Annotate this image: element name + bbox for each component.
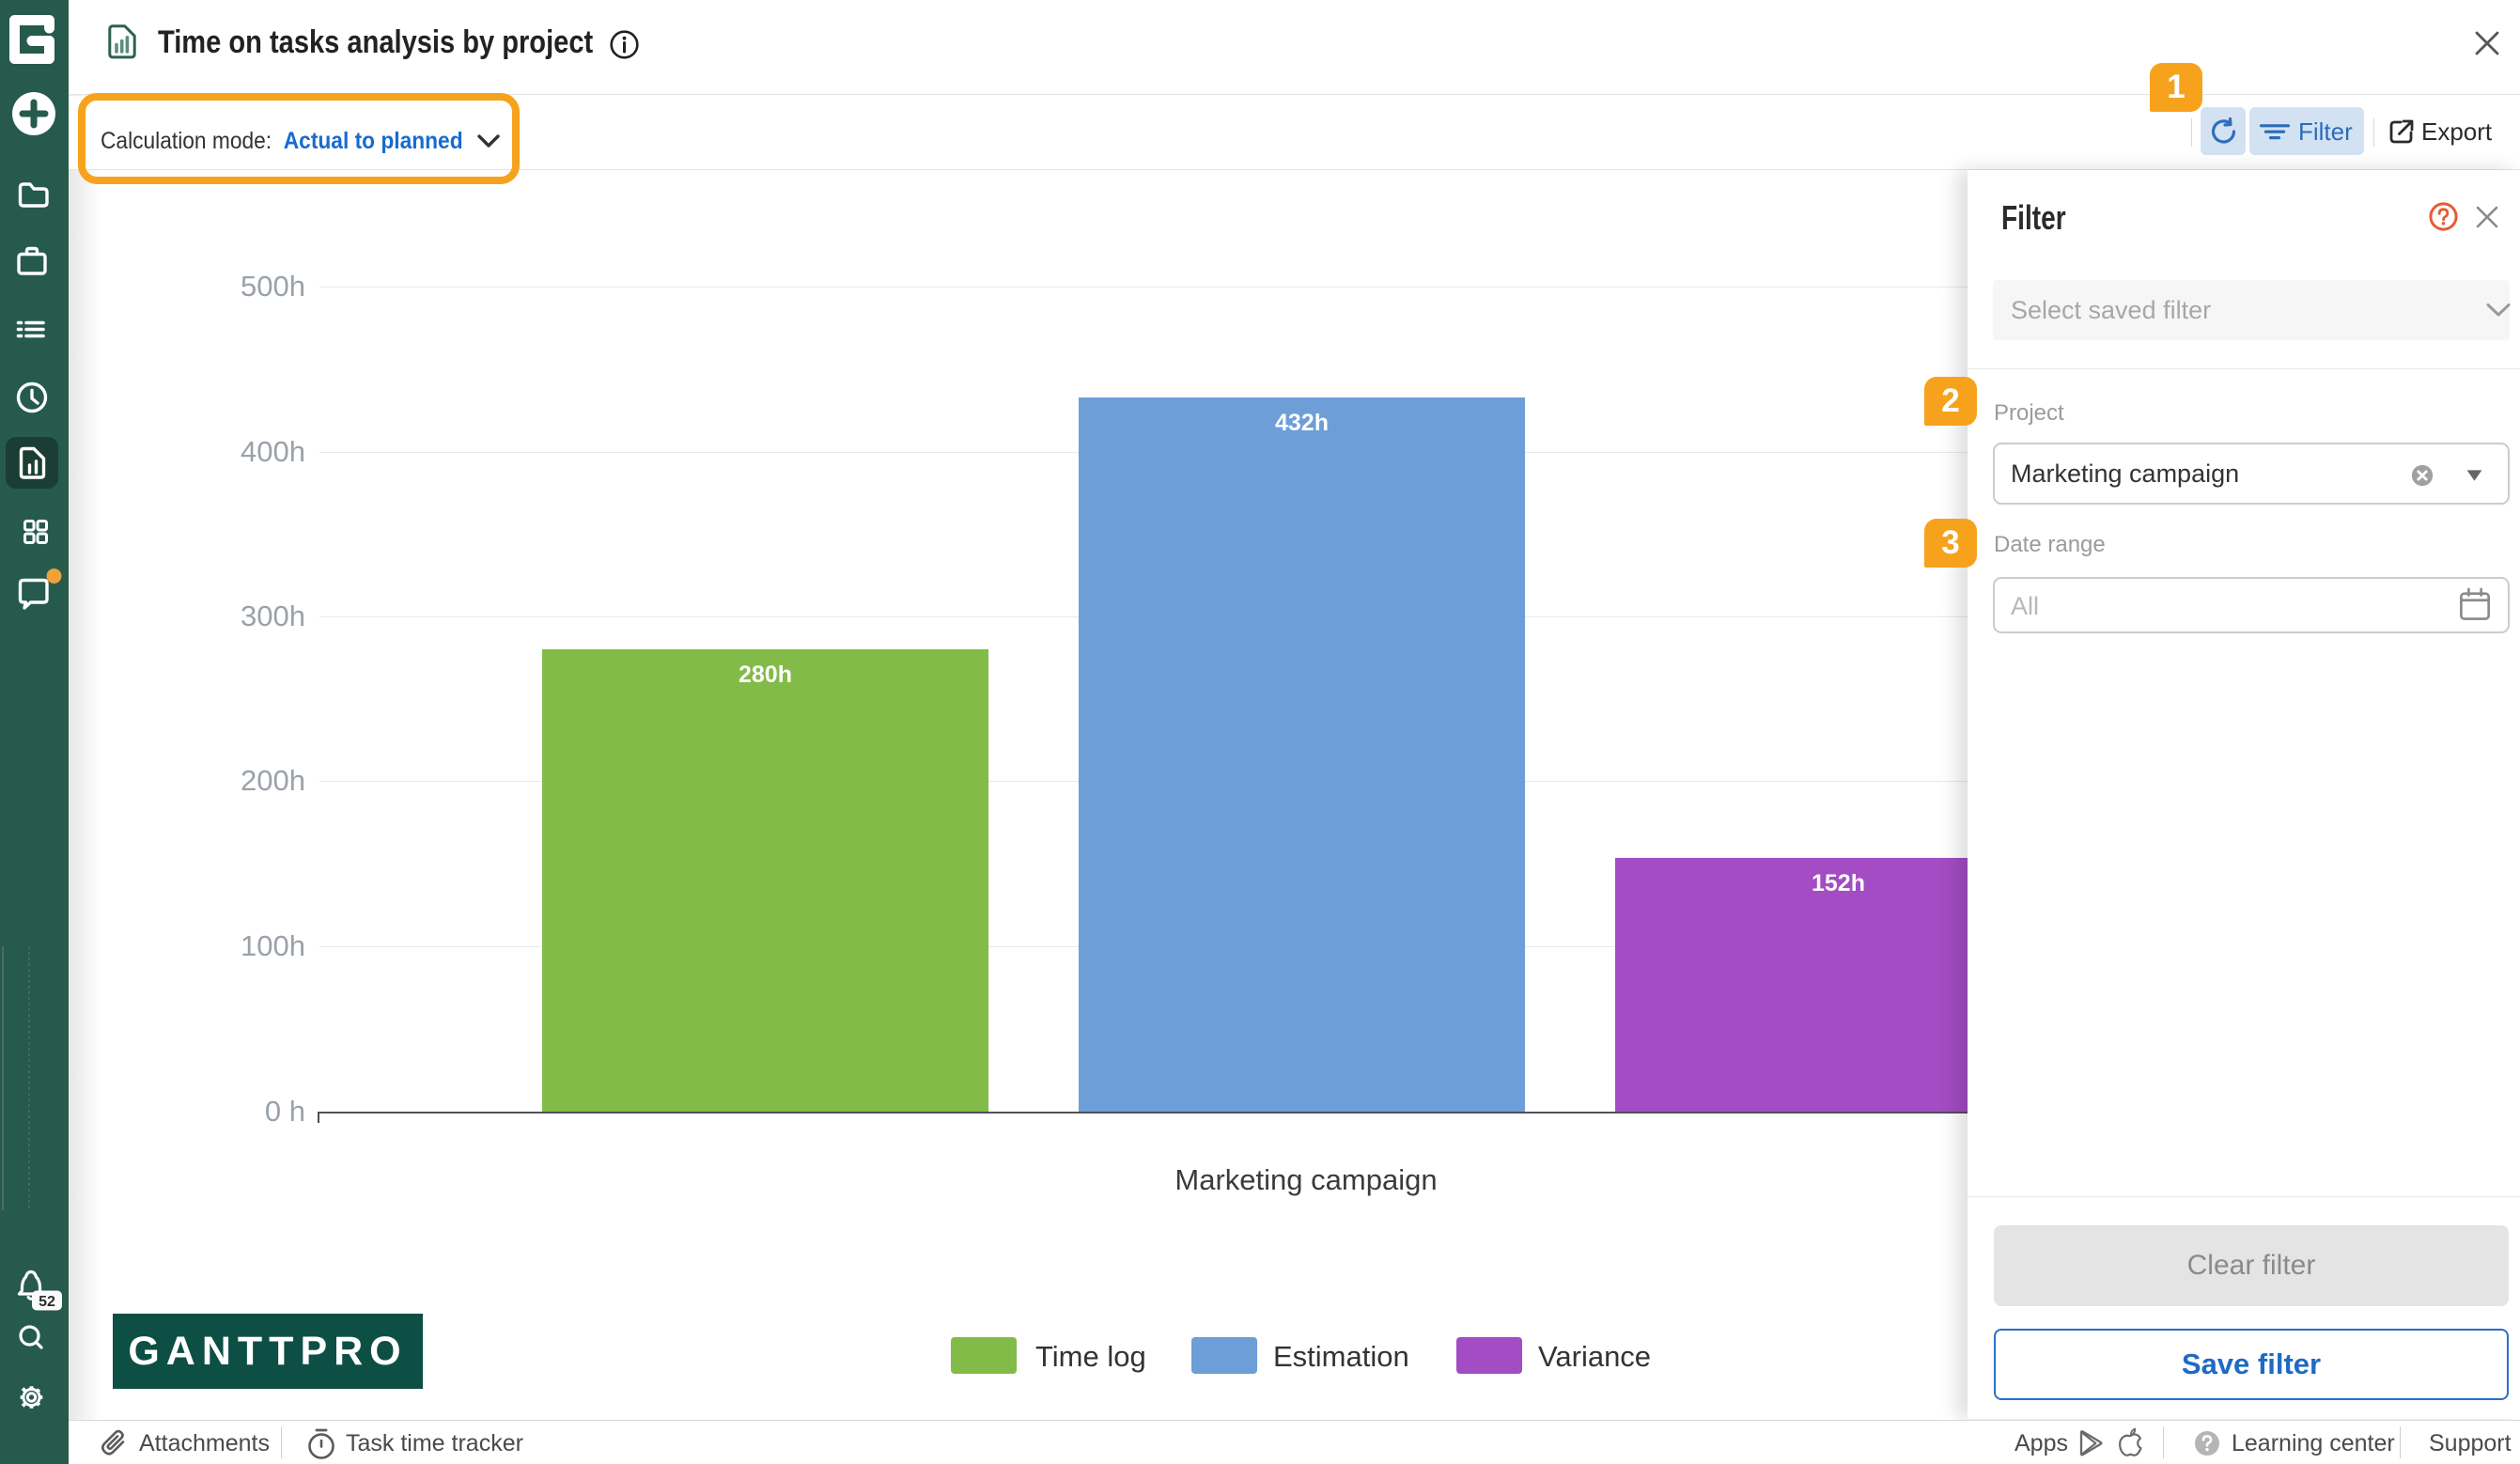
svg-text:52: 52 <box>39 1294 55 1310</box>
